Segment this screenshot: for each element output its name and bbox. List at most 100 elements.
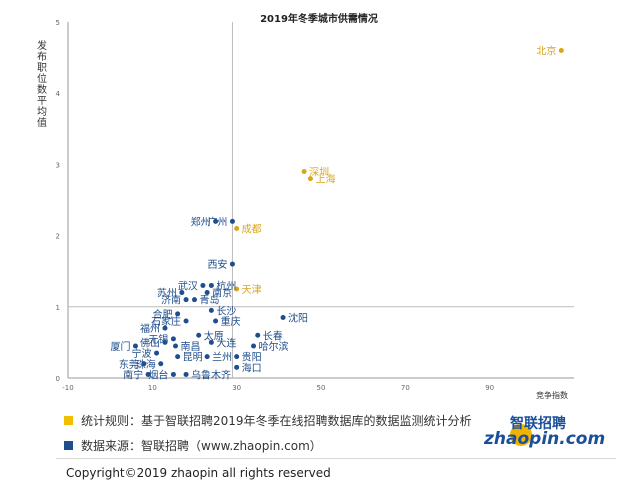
data-point-贵阳 — [234, 354, 240, 360]
point-label-宁波: 宁波 — [132, 347, 152, 360]
point-label-南昌: 南昌 — [181, 340, 201, 353]
point-label-深圳: 深圳 — [309, 167, 329, 179]
point-label-贵阳: 贵阳 — [242, 351, 262, 364]
data-point-杭州 — [208, 282, 214, 288]
data-point-北京 — [558, 47, 564, 53]
point-label-厦门: 厦门 — [110, 340, 130, 353]
x-tick-label: 90 — [485, 384, 494, 392]
point-label-杭州: 杭州 — [216, 279, 236, 292]
data-point-厦门 — [132, 343, 138, 349]
y-axis-label: 发布职位数平均值 — [35, 39, 47, 128]
y-tick-label: 5 — [56, 19, 60, 27]
data-point-长春 — [255, 332, 261, 338]
point-label-沈阳: 沈阳 — [288, 311, 308, 324]
point-label-石家庄: 石家庄 — [151, 315, 181, 328]
data-point-成都 — [234, 225, 240, 231]
point-label-昆明: 昆明 — [183, 352, 203, 364]
data-point-海口 — [234, 364, 240, 370]
legend-source: 数据来源：智联招聘（www.zhaopin.com） — [64, 437, 322, 454]
footer-divider — [56, 458, 616, 459]
point-label-青岛: 青岛 — [200, 294, 220, 307]
data-point-深圳 — [301, 169, 307, 175]
logo-en-text: zhaopin.com — [484, 429, 606, 449]
x-tick-label: 70 — [401, 384, 410, 392]
data-point-东莞 — [141, 361, 147, 367]
data-point-宁波 — [154, 350, 160, 356]
point-label-海口: 海口 — [242, 361, 262, 374]
data-point-石家庄 — [183, 318, 189, 324]
data-point-哈尔滨 — [251, 343, 257, 349]
point-label-上海: 上海 — [315, 173, 335, 186]
chart-title: 2019年冬季城市供需情况 — [260, 12, 378, 25]
point-label-郑州: 郑州 — [191, 215, 211, 228]
data-point-郑州 — [213, 218, 219, 224]
data-point-济南 — [183, 297, 189, 303]
point-label-长春: 长春 — [263, 330, 283, 342]
data-point-上海 — [307, 176, 313, 182]
data-point-兰州 — [204, 354, 210, 360]
x-tick-label: 10 — [148, 384, 157, 392]
y-tick-label: 1 — [56, 304, 60, 312]
point-label-西安: 西安 — [207, 258, 227, 271]
data-point-苏州 — [179, 290, 185, 296]
data-point-昆明 — [175, 354, 181, 360]
point-label-兰州: 兰州 — [212, 351, 232, 364]
point-label-南京: 南京 — [212, 287, 232, 300]
point-label-成都: 成都 — [242, 223, 262, 235]
legend-source-text: 数据来源：智联招聘（www.zhaopin.com） — [81, 439, 322, 453]
data-point-烟台 — [170, 371, 176, 377]
data-point-长沙 — [208, 307, 214, 313]
point-label-太原: 太原 — [204, 329, 224, 342]
y-tick-label: 2 — [56, 233, 60, 241]
point-label-武汉: 武汉 — [178, 279, 198, 292]
y-tick-label: 0 — [56, 375, 60, 383]
point-label-大连: 大连 — [216, 336, 236, 349]
point-label-合肥: 合肥 — [153, 308, 173, 321]
point-label-济南: 济南 — [161, 294, 181, 307]
copyright-text: Copyright©2019 zhaopin all rights reserv… — [66, 466, 331, 480]
data-point-大连 — [208, 339, 214, 345]
point-label-重庆: 重庆 — [221, 315, 241, 328]
data-point-佛山 — [162, 339, 168, 345]
point-label-长沙: 长沙 — [216, 305, 236, 317]
scatter-chart: 2019年冬季城市供需情况 -10 10 30 50 70 90 0 1 2 3 4 5 竞争指数 发布职位… — [35, 12, 574, 400]
legend-rule-text: 统计规则：基于智联招聘2019年冬季在线招聘数据库的数据监测统计分析 — [81, 414, 472, 428]
x-tick-label: -10 — [62, 384, 73, 392]
point-label-北京: 北京 — [536, 44, 556, 57]
data-point-福州 — [162, 325, 168, 331]
data-point-武汉 — [200, 282, 206, 288]
point-label-哈尔滨: 哈尔滨 — [259, 340, 289, 353]
point-label-烟台: 烟台 — [148, 368, 168, 381]
legend-source-swatch — [64, 441, 73, 450]
data-point-广州 — [229, 218, 235, 224]
data-point-珠海 — [158, 361, 164, 367]
point-label-乌鲁木齐: 乌鲁木齐 — [191, 368, 231, 381]
zhaopin-logo: 智联招聘 zhaopin.com — [482, 410, 605, 456]
data-point-沈阳 — [280, 314, 286, 320]
point-label-珠海: 珠海 — [136, 358, 156, 371]
data-point-南宁 — [145, 371, 151, 377]
data-point-合肥 — [175, 311, 181, 317]
data-point-天津 — [234, 286, 240, 292]
point-label-南宁: 南宁 — [123, 368, 143, 381]
y-tick-label: 4 — [56, 90, 61, 98]
data-point-南京 — [204, 290, 210, 296]
data-point-乌鲁木齐 — [183, 371, 189, 377]
legend-rule-swatch — [64, 416, 73, 425]
legend-rule: 统计规则：基于智联招聘2019年冬季在线招聘数据库的数据监测统计分析 — [64, 412, 472, 429]
point-label-福州: 福州 — [140, 322, 160, 335]
y-tick-label: 3 — [56, 161, 60, 169]
point-label-东莞: 东莞 — [119, 358, 139, 371]
x-tick-label: 30 — [232, 384, 241, 392]
data-point-南昌 — [173, 343, 179, 349]
point-label-苏州: 苏州 — [157, 287, 177, 300]
logo-badge-icon — [510, 424, 532, 446]
logo-cn-text: 智联招聘 — [510, 416, 566, 432]
x-axis-label: 竞争指数 — [536, 390, 568, 400]
x-tick-label: 50 — [317, 384, 326, 392]
data-point-青岛 — [192, 297, 197, 303]
data-point-太原 — [196, 332, 202, 338]
point-label-佛山: 佛山 — [140, 336, 160, 349]
data-point-西安 — [229, 261, 235, 267]
data-point-重庆 — [213, 318, 219, 324]
